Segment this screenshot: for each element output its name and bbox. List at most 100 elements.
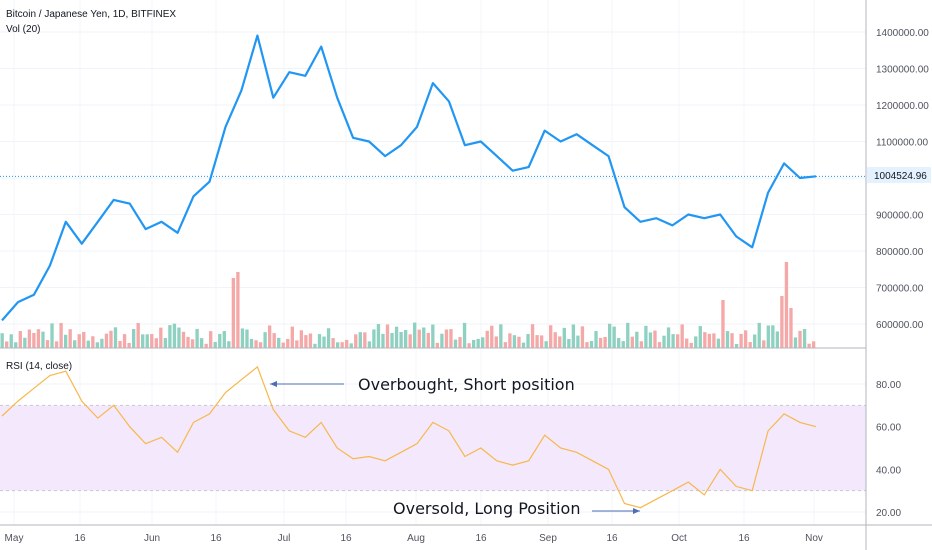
volume-bar xyxy=(272,333,276,348)
volume-bar xyxy=(258,342,263,348)
volume-bar xyxy=(725,331,730,348)
oversold-annotation: Oversold, Long Position xyxy=(393,499,580,518)
volume-bar xyxy=(757,322,761,348)
volume-bar xyxy=(290,326,294,348)
volume-bar xyxy=(5,341,9,348)
volume-bar xyxy=(245,329,249,348)
volume-bar xyxy=(680,324,684,348)
rsi-band xyxy=(0,405,866,491)
volume-bar xyxy=(544,341,548,348)
volume-bar xyxy=(458,337,462,348)
volume-bar xyxy=(494,336,498,348)
volume-bar xyxy=(222,331,226,348)
volume-bar xyxy=(267,325,272,348)
volume-bar xyxy=(240,328,245,348)
volume-bar xyxy=(168,325,172,348)
volume-bar xyxy=(562,327,566,348)
volume-bar xyxy=(390,333,394,348)
volume-bar xyxy=(508,333,512,348)
volume-bar xyxy=(286,338,290,348)
volume-bar xyxy=(295,340,299,348)
time-axis-tick: Nov xyxy=(805,533,823,544)
volume-label: Vol (20) xyxy=(6,24,40,35)
current-price-tag xyxy=(867,167,931,183)
time-axis-tick: 16 xyxy=(210,533,222,544)
volume-bar xyxy=(576,335,580,348)
volume-bar xyxy=(113,327,118,348)
volume-bar xyxy=(567,338,571,348)
volume-bar xyxy=(743,330,748,348)
volume-bar xyxy=(585,342,589,348)
volume-bar xyxy=(77,334,81,348)
volume-bar xyxy=(553,332,557,348)
time-axis-tick: Sep xyxy=(539,533,557,544)
volume-bar xyxy=(703,332,707,348)
volume-bar xyxy=(558,336,562,348)
volume-bar xyxy=(426,332,430,348)
volume-bar xyxy=(354,334,358,348)
volume-bar xyxy=(186,336,190,348)
volume-bar xyxy=(299,330,304,348)
volume-bar xyxy=(131,329,136,348)
volume-bar xyxy=(14,342,18,348)
volume-bar xyxy=(657,342,662,348)
volume-bar xyxy=(50,323,54,348)
price-axis-tick: 600000.00 xyxy=(876,320,924,331)
volume-bar xyxy=(73,340,77,348)
volume-bar xyxy=(639,341,644,348)
volume-bar xyxy=(331,338,335,348)
volume-bar xyxy=(462,322,467,348)
volume-bar xyxy=(712,333,716,348)
volume-bar xyxy=(694,336,698,348)
overbought-annotation: Overbought, Short position xyxy=(358,375,575,394)
time-axis-tick: Aug xyxy=(407,533,425,544)
volume-bar xyxy=(644,325,648,348)
volume-bar xyxy=(512,335,517,348)
volume-bar xyxy=(63,334,68,348)
rsi-axis-tick: 40.00 xyxy=(876,465,901,476)
volume-bar xyxy=(367,341,372,348)
volume-bar xyxy=(150,334,154,348)
volume-bar xyxy=(263,332,267,348)
volume-bar xyxy=(734,343,739,348)
volume-bar xyxy=(281,342,285,348)
volume-bar xyxy=(317,334,322,348)
volume-bar xyxy=(100,338,104,348)
price-series-line xyxy=(1,34,817,322)
volume-bar xyxy=(122,334,127,348)
volume-bar xyxy=(526,333,530,348)
volume-bar xyxy=(721,300,725,348)
volume-bar xyxy=(109,330,113,348)
volume-bar xyxy=(689,342,693,348)
volume-bar xyxy=(45,340,50,348)
volume-bar xyxy=(18,331,22,348)
price-axis-tick: 1400000.00 xyxy=(876,28,929,39)
time-axis: May 16 Jun 16 Jul 16 Aug 16 Sep 16 Oct 16 Nov xyxy=(5,533,823,544)
volume-bar xyxy=(780,296,784,348)
volume-bar xyxy=(730,333,734,348)
rsi-axis: 80.00 60.00 40.00 20.00 xyxy=(876,380,901,519)
volume-bar xyxy=(417,329,421,348)
current-price-value: 1004524.96 xyxy=(874,171,927,182)
volume-bar xyxy=(535,335,539,348)
volume-bar xyxy=(127,342,131,348)
volume-bar xyxy=(249,338,254,348)
time-axis-tick: 16 xyxy=(340,533,352,544)
volume-bar xyxy=(403,330,408,348)
volume-bar xyxy=(399,332,403,348)
volume-bar xyxy=(675,334,680,348)
volume-bar xyxy=(163,338,168,348)
volume-bar xyxy=(23,337,27,348)
volume-bar xyxy=(0,333,4,348)
price-axis-tick: 1300000.00 xyxy=(876,65,929,76)
volume-bar xyxy=(236,272,240,348)
rsi-series-line xyxy=(1,365,817,509)
volume-bars xyxy=(0,262,816,348)
volume-bar xyxy=(313,343,317,348)
time-axis-tick: Jun xyxy=(144,533,160,544)
volume-bar xyxy=(308,333,313,348)
volume-bar xyxy=(453,339,458,348)
volume-bar xyxy=(762,340,766,348)
volume-bar xyxy=(9,334,13,348)
